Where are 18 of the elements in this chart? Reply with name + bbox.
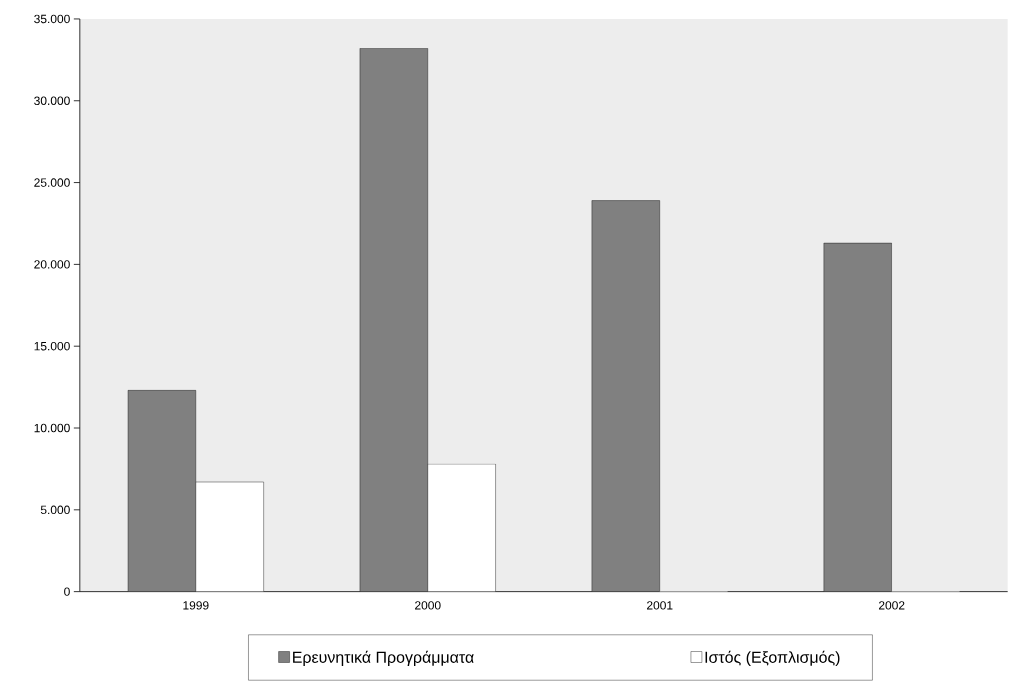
y-tick-label: 15.000 [34, 341, 70, 351]
bar [591, 200, 660, 592]
bar [195, 481, 264, 592]
y-tick-label: 0 [64, 587, 70, 596]
x-tick-label: 1999 [183, 600, 209, 610]
y-tick-label: 5.000 [40, 505, 70, 514]
y-tick-label: 10.000 [34, 423, 70, 433]
legend-label: Ερευνητικά Προγράμματα [293, 650, 474, 666]
x-tick-label: 2002 [878, 600, 905, 610]
bar [427, 463, 496, 592]
y-tick-label: 35.000 [34, 14, 70, 23]
y-tick-label: 30.000 [34, 96, 70, 105]
y-tick-label: 25.000 [34, 178, 70, 187]
y-tick-label: 20.000 [34, 259, 70, 269]
legend-label: Ιστός (Εξοπλισμός) [705, 650, 840, 666]
x-tick-label: 2000 [415, 600, 441, 610]
x-tick-label: 2001 [647, 600, 673, 610]
bar [823, 242, 892, 592]
